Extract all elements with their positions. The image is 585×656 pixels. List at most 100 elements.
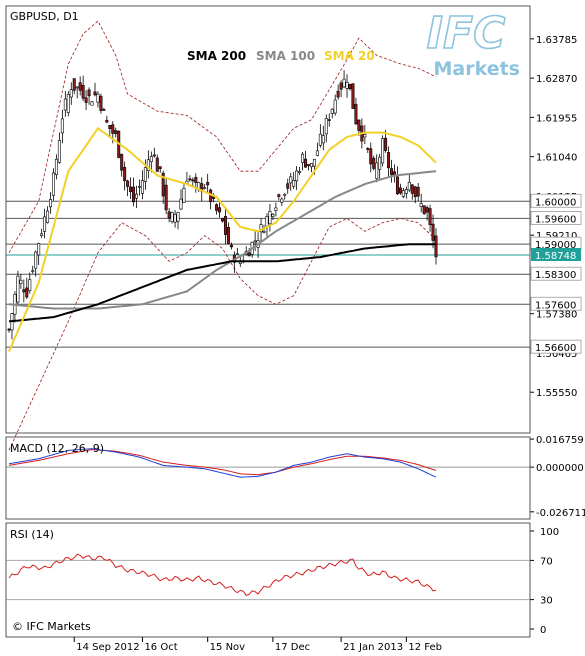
candle-body-29 [93,91,97,96]
macd-signal-line [8,449,437,476]
candle-body-102 [309,163,313,168]
macd-panel-title: MACD (12, 26, 9) [10,442,104,455]
candle-body-87 [265,216,269,227]
candle-body-5 [22,289,26,293]
candle-body-9 [34,251,38,269]
candle-body-44 [137,185,141,188]
candle-body-18 [60,118,64,134]
price-axis: 1.637851.628701.619551.610401.601251.592… [530,35,582,399]
candle-body-118 [357,119,361,131]
level-label-0: 1.60000 [535,197,576,208]
price-tick-label-2: 1.61955 [536,113,577,124]
candle-body-14 [49,199,53,208]
candle-body-110 [333,99,337,114]
candle-body-83 [253,240,257,243]
candle-body-40 [126,180,130,187]
candle-body-57 [176,212,180,222]
candle-body-115 [348,83,352,90]
candle-body-134 [404,189,408,194]
rsi-axis: 100 70 30 0 [530,527,559,636]
price-panel-title: GBPUSD, D1 [10,10,79,23]
candle-body-28 [90,101,94,106]
candle-body-74 [226,226,230,244]
logo-tagline-text: Markets [433,58,520,80]
candle-body-75 [229,244,233,248]
candle-body-42 [132,186,136,203]
candle-body-8 [31,270,35,272]
candle-body-59 [182,188,186,203]
current-price-label: 1.58748 [535,251,576,262]
candle-body-91 [277,194,281,197]
candle-body-111 [336,90,340,98]
time-tick-label-5: 12 Feb [408,642,442,653]
rsi-tick-label-0: 100 [540,527,559,538]
level-label-box-1 [530,211,582,225]
candle-body-120 [363,134,367,138]
candle-body-73 [223,216,227,235]
candle-body-4 [19,279,23,284]
candle-body-101 [306,164,310,166]
candle-body-124 [375,162,379,179]
candle-body-6 [25,287,29,298]
candle-body-121 [366,148,370,150]
candle-body-10 [37,243,41,256]
candle-body-108 [327,119,331,121]
candle-body-141 [425,207,429,213]
candle-body-35 [111,124,115,134]
level-label-box-5 [530,339,582,354]
candle-body-47 [146,159,150,171]
candle-body-86 [262,231,266,234]
candle-body-58 [179,198,183,210]
macd-main-line [8,448,437,478]
candle-body-19 [63,98,67,111]
price-panel-frame [5,5,531,434]
price-tick-label-8: 1.56465 [536,349,577,360]
candle-body-34 [108,124,112,129]
level-label-1: 1.59600 [535,214,576,225]
moving-averages [8,126,437,352]
legend-sma-20: SMA 20 [324,49,375,63]
candle-body-123 [372,157,376,169]
candle-body-53 [164,184,168,211]
candle-body-97 [295,170,299,182]
candle-body-22 [72,78,76,91]
candle-body-61 [188,178,192,181]
candle-body-67 [206,182,210,186]
candle-body-112 [339,82,343,90]
rsi-tick-label-3: 0 [540,625,546,636]
macd-lines [6,448,530,478]
candle-body-71 [218,207,222,213]
candle-body-62 [191,179,195,182]
candle-body-17 [57,140,61,163]
time-axis: 14 Sep 2012 16 Oct 15 Nov 17 Dec 21 Jan 2013… [73,637,442,653]
rsi-line [8,553,437,597]
current-price-box [531,247,581,261]
legend: SMA 200 SMA 100 SMA 20 [187,49,375,63]
candle-body-103 [312,158,316,167]
watermark-text: © IFC Markets [12,620,91,633]
candle-body-77 [235,253,239,256]
candle-body-143 [431,223,435,241]
candle-body-11 [40,233,44,236]
candle-body-132 [398,187,402,194]
candle-body-144 [434,235,438,258]
candle-body-137 [413,186,417,197]
bollinger-lower-line [8,217,437,451]
candle-body-88 [268,210,272,225]
bollinger-bands [8,20,437,451]
candle-body-122 [369,148,373,165]
candle-body-116 [351,83,355,109]
legend-sma-100: SMA 100 [256,49,315,63]
candle-body-52 [161,172,165,197]
candle-body-136 [410,184,414,194]
horizontal-levels [6,200,530,348]
candle-body-96 [292,180,296,187]
rsi-panel: 100 70 30 0 RSI (14) © IFC Markets [5,522,559,638]
candle-body-66 [203,187,207,189]
candle-body-81 [247,252,251,257]
time-tick-label-0: 14 Sep 2012 [76,642,139,653]
candle-body-72 [221,218,225,222]
candle-body-131 [395,176,399,195]
candle-body-127 [384,137,388,151]
ifc-logo: IFC Markets [426,7,520,80]
